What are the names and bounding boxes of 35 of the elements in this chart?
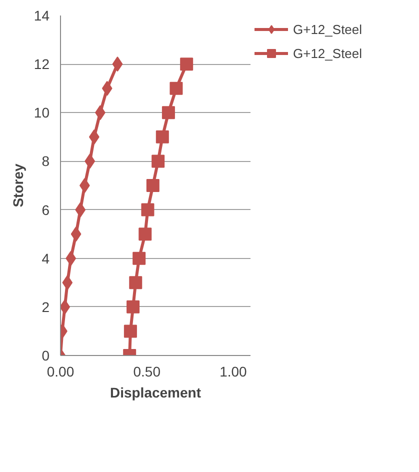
point bbox=[138, 228, 152, 241]
y-tick-label: 2 bbox=[42, 298, 50, 315]
y-tick-label: 0 bbox=[42, 348, 50, 364]
y-tick-label: 6 bbox=[42, 202, 50, 218]
point bbox=[112, 56, 123, 72]
point bbox=[170, 82, 183, 95]
point bbox=[129, 276, 142, 290]
point bbox=[162, 106, 175, 120]
point bbox=[80, 178, 90, 193]
point bbox=[152, 154, 165, 168]
point bbox=[156, 130, 169, 144]
y-tick-label: 12 bbox=[34, 56, 50, 72]
legend-label: G+12_Steel bbox=[293, 46, 362, 60]
y-axis-title: Storey bbox=[10, 164, 26, 208]
point bbox=[70, 226, 82, 242]
x-tick-label: 0.50 bbox=[133, 364, 161, 380]
point bbox=[75, 202, 86, 218]
point bbox=[102, 80, 112, 96]
x-tick-label: 1.00 bbox=[220, 364, 248, 380]
point bbox=[146, 179, 160, 192]
point bbox=[180, 58, 194, 71]
x-tick-label: 0.00 bbox=[46, 364, 74, 380]
legend-label: G+12_Steel bbox=[293, 22, 362, 36]
point bbox=[132, 252, 146, 265]
point bbox=[62, 275, 73, 290]
y-tick-label: 8 bbox=[42, 153, 50, 170]
y-tick-label: 10 bbox=[34, 104, 50, 121]
point bbox=[141, 203, 154, 216]
point bbox=[66, 250, 76, 266]
point bbox=[84, 154, 96, 169]
y-tick-label: 14 bbox=[34, 8, 50, 24]
y-tick-label: 4 bbox=[42, 250, 50, 266]
x-axis-title: Displacement bbox=[110, 384, 202, 400]
point bbox=[124, 324, 137, 338]
point bbox=[126, 300, 140, 314]
